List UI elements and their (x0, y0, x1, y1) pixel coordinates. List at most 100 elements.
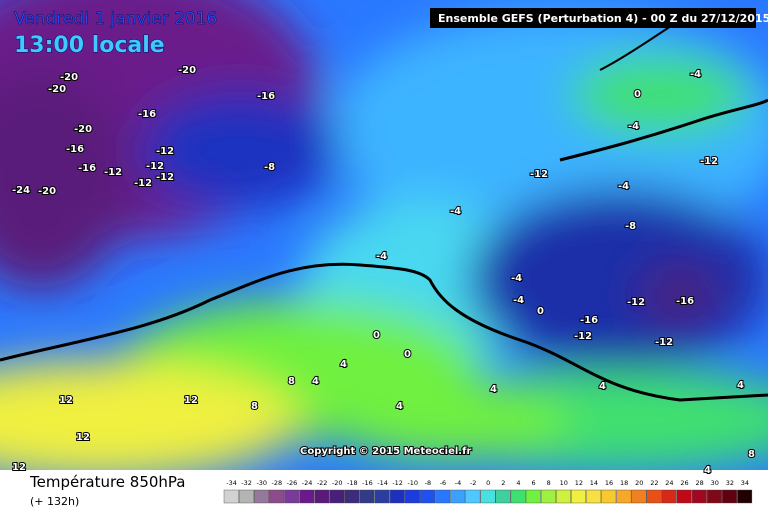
scale-label: -30 (256, 479, 267, 487)
scale-label: 8 (547, 479, 551, 487)
contour-label: -12 (700, 156, 718, 167)
scale-swatch (329, 489, 345, 504)
contour-label: 0 (404, 349, 411, 360)
contour-label: -8 (625, 221, 636, 232)
contour-label: 12 (59, 395, 73, 406)
scale-label: -20 (332, 479, 343, 487)
contour-label: -16 (138, 109, 156, 120)
scale-label: -24 (302, 479, 313, 487)
date: Vendredi 1 janvier 2016 (14, 9, 217, 29)
contour-label: -12 (574, 331, 592, 342)
contour-label: -4 (450, 206, 461, 217)
scale-swatch (646, 489, 662, 504)
contour-label: 12 (184, 395, 198, 406)
scale-swatch (676, 489, 692, 504)
scale-swatch (737, 489, 753, 504)
scale-swatch (510, 489, 526, 504)
scale-label: 14 (590, 479, 598, 487)
scale-swatch (571, 489, 586, 504)
contour-label: -12 (156, 146, 174, 157)
scale-swatch (495, 489, 511, 504)
scale-swatch (691, 489, 707, 504)
scale-swatch (284, 489, 300, 504)
scale-label: 28 (696, 479, 704, 487)
scale-swatch (299, 489, 315, 504)
run-box (430, 8, 756, 28)
scale-swatch (465, 489, 481, 504)
scale-swatch (631, 489, 647, 504)
scale-swatch (359, 489, 375, 504)
contour-label: 4 (396, 401, 403, 412)
scale-swatch (344, 489, 360, 504)
contour-label: -16 (66, 144, 84, 155)
scale-label: 10 (560, 479, 568, 487)
scale-swatch (556, 489, 571, 504)
contour-label: -20 (74, 124, 92, 135)
scale-label: 2 (501, 479, 505, 487)
scale-label: -2 (470, 479, 476, 487)
scale-swatch (223, 489, 239, 504)
scale-swatch (480, 489, 496, 504)
scale-label: -18 (347, 479, 358, 487)
contour-label: 12 (76, 432, 90, 443)
scale-label: 4 (516, 479, 520, 487)
scale-label: 24 (665, 479, 673, 487)
scale-swatch (420, 489, 435, 504)
contour-label: 8 (251, 401, 258, 412)
contour-label: -12 (104, 167, 122, 178)
scale-swatch (707, 489, 722, 504)
scale-label: 20 (635, 479, 643, 487)
contour-label: -20 (48, 84, 66, 95)
scale-swatch (314, 489, 330, 504)
scale-swatch (238, 489, 254, 504)
scale-label: -28 (272, 479, 283, 487)
scale-label: 0 (486, 479, 490, 487)
scale-swatch (661, 489, 677, 504)
scale-label: -6 (440, 479, 446, 487)
scale-label: 22 (650, 479, 658, 487)
contour-label: -4 (376, 251, 387, 262)
scale-label: 32 (726, 479, 734, 487)
scale-label: 26 (680, 479, 688, 487)
lead-time: (+ 132h) (30, 495, 79, 508)
scale-swatch (269, 489, 284, 504)
scale-label: -8 (425, 479, 431, 487)
contour-label: 4 (312, 376, 319, 387)
contour-label: 0 (537, 306, 544, 317)
scale-label: -4 (455, 479, 461, 487)
scale-label: -32 (241, 479, 252, 487)
scale-label: -12 (392, 479, 403, 487)
contour-label: -12 (627, 297, 645, 308)
footer-title: Température 850hPa (29, 473, 186, 491)
scale-swatch (722, 489, 737, 504)
contour-label: 4 (340, 359, 347, 370)
scale-label: -34 (226, 479, 237, 487)
contour-label: 4 (599, 381, 606, 392)
contour-label: 8 (288, 376, 295, 387)
scale-swatch (601, 489, 617, 504)
contour-label: -16 (257, 91, 275, 102)
scale-swatch (253, 489, 269, 504)
contour-label: -8 (264, 162, 275, 173)
scale-label: 6 (531, 479, 535, 487)
contour-label: -20 (60, 72, 78, 83)
scale-label: 16 (605, 479, 613, 487)
temperature-field (0, 0, 768, 480)
scale-swatch (540, 489, 556, 504)
scale-swatch (389, 489, 405, 504)
contour-label: -16 (78, 163, 96, 174)
scale-label: -10 (407, 479, 418, 487)
contour-label: -4 (618, 181, 629, 192)
contour-label: -4 (513, 295, 524, 306)
contour-label: -12 (530, 169, 548, 180)
scale-label: -26 (287, 479, 298, 487)
time: 13:00 locale (14, 33, 165, 58)
contour-label: 8 (748, 449, 755, 460)
contour-label: 0 (634, 89, 641, 100)
scale-swatch (405, 489, 420, 504)
contour-label: -12 (134, 178, 152, 189)
scale-label: 12 (575, 479, 583, 487)
contour-label: -16 (676, 296, 694, 307)
contour-label: -12 (655, 337, 673, 348)
